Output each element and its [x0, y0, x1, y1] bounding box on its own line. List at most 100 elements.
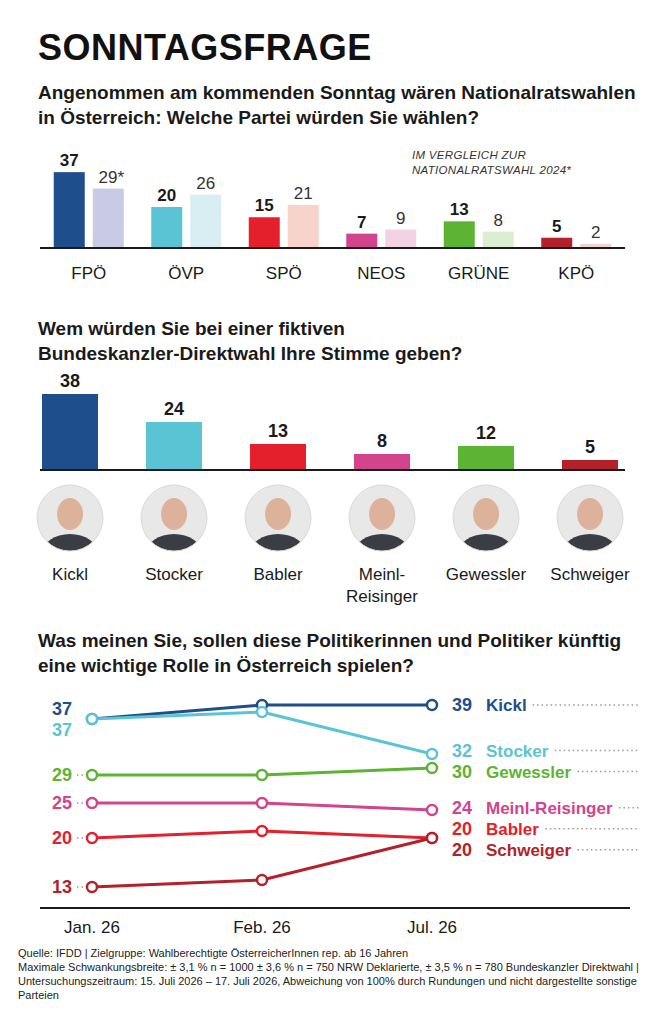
portrait — [557, 485, 623, 574]
bar — [146, 422, 202, 470]
marker — [257, 707, 267, 717]
data-label: 13 — [450, 200, 469, 219]
data-label: 12 — [476, 423, 496, 443]
series-label: Meinl-Reisinger — [486, 799, 613, 818]
data-label: 2 — [591, 223, 600, 242]
data-label: 38 — [60, 371, 80, 391]
portrait — [245, 485, 311, 574]
bar — [562, 460, 618, 470]
page: 372015713529*2621982FPÖÖVPSPÖNEOSGRÜNEKP… — [0, 0, 660, 1024]
source: Quelle: IFDD | Zielgruppe: Wahlberechtig… — [18, 946, 642, 1002]
x-tick-label: Jan. 26 — [64, 918, 120, 937]
portrait-ring — [349, 485, 415, 551]
x-axis — [40, 907, 630, 909]
leader — [77, 837, 83, 839]
data-label: 21 — [294, 184, 313, 203]
marker — [257, 826, 267, 836]
leader — [619, 807, 640, 809]
portrait — [453, 485, 519, 574]
bar — [151, 207, 182, 248]
bar — [93, 189, 124, 248]
bar — [483, 232, 514, 248]
source-line: Quelle: IFDD | Zielgruppe: Wahlberechtig… — [18, 946, 642, 960]
marker — [427, 805, 437, 815]
data-label: 37 — [52, 699, 72, 719]
marker — [257, 875, 267, 885]
bar — [346, 234, 377, 248]
data-label: 7 — [357, 213, 366, 232]
marker — [87, 770, 97, 780]
baseline — [40, 247, 625, 249]
series-label: Kickl — [486, 696, 527, 715]
data-label: 29* — [98, 168, 124, 187]
series-label: Babler — [486, 820, 539, 839]
data-label: 24 — [452, 798, 472, 818]
data-label: 8 — [377, 431, 387, 451]
data-label: 20 — [157, 186, 176, 205]
bars — [54, 172, 612, 248]
data-label: 9 — [396, 209, 405, 228]
category-label: SPÖ — [266, 264, 302, 283]
data-label: 25 — [52, 793, 72, 813]
portrait-ring — [245, 485, 311, 551]
leader — [555, 750, 640, 752]
marker — [87, 882, 97, 892]
portrait-ring — [557, 485, 623, 551]
category-label: KPÖ — [558, 264, 594, 283]
data-label: 29 — [52, 765, 72, 785]
portrait-head — [265, 498, 291, 530]
bar — [354, 454, 410, 470]
bar — [458, 446, 514, 470]
data-label: 37 — [60, 151, 79, 170]
chart-title: Angenommen am kommenden Sonntag wären Na… — [38, 80, 648, 130]
data-label: 13 — [268, 421, 288, 441]
portrait — [141, 485, 207, 574]
marker — [427, 749, 437, 759]
portrait-head — [473, 498, 499, 530]
category-label: Gewessler — [446, 565, 527, 584]
marker — [257, 798, 267, 808]
baseline — [40, 469, 625, 471]
bar — [541, 238, 572, 248]
chart-title: Was meinen Sie, sollen diese Politikerin… — [38, 628, 648, 678]
series-label: Schweiger — [486, 841, 571, 860]
series-label: Stocker — [486, 742, 549, 761]
bar — [249, 217, 280, 248]
data-label: 20 — [452, 819, 472, 839]
bar — [190, 195, 221, 248]
bar — [385, 230, 416, 248]
chart-title: Wem würden Sie bei einer fiktiven Bundes… — [38, 316, 478, 366]
leaders — [77, 705, 640, 887]
leader — [577, 849, 640, 851]
leader — [545, 828, 640, 830]
label-line: Meinl- — [359, 565, 405, 584]
leader — [77, 802, 83, 804]
data-label: 20 — [452, 840, 472, 860]
marker — [87, 833, 97, 843]
x-tick-label: Jul. 26 — [407, 918, 457, 937]
leader — [577, 771, 640, 773]
data-label: 24 — [164, 399, 184, 419]
category-label: Meinl-Reisinger — [346, 565, 418, 606]
portrait-ring — [37, 485, 103, 551]
labels: 37372925201339Kickl32Stocker30Gewessler2… — [52, 695, 613, 897]
data-label: 8 — [494, 211, 503, 230]
portrait-head — [577, 498, 603, 530]
data-label: 20 — [52, 828, 72, 848]
leader — [77, 774, 83, 776]
portrait-ring — [453, 485, 519, 551]
marker — [87, 714, 97, 724]
chart-canvas: 372015713529*2621982FPÖÖVPSPÖNEOSGRÜNEKP… — [0, 0, 660, 1024]
category-label: Kickl — [52, 565, 88, 584]
line — [92, 838, 432, 887]
marker — [87, 798, 97, 808]
leader — [533, 704, 640, 706]
data-label: 37 — [52, 720, 72, 740]
data-label: 5 — [585, 437, 595, 457]
portrait-head — [369, 498, 395, 530]
category-label: Schweiger — [550, 565, 630, 584]
category-label: ÖVP — [168, 264, 204, 283]
portrait-ring — [141, 485, 207, 551]
data-label: 30 — [452, 762, 472, 782]
series-label: Gewessler — [486, 763, 571, 782]
